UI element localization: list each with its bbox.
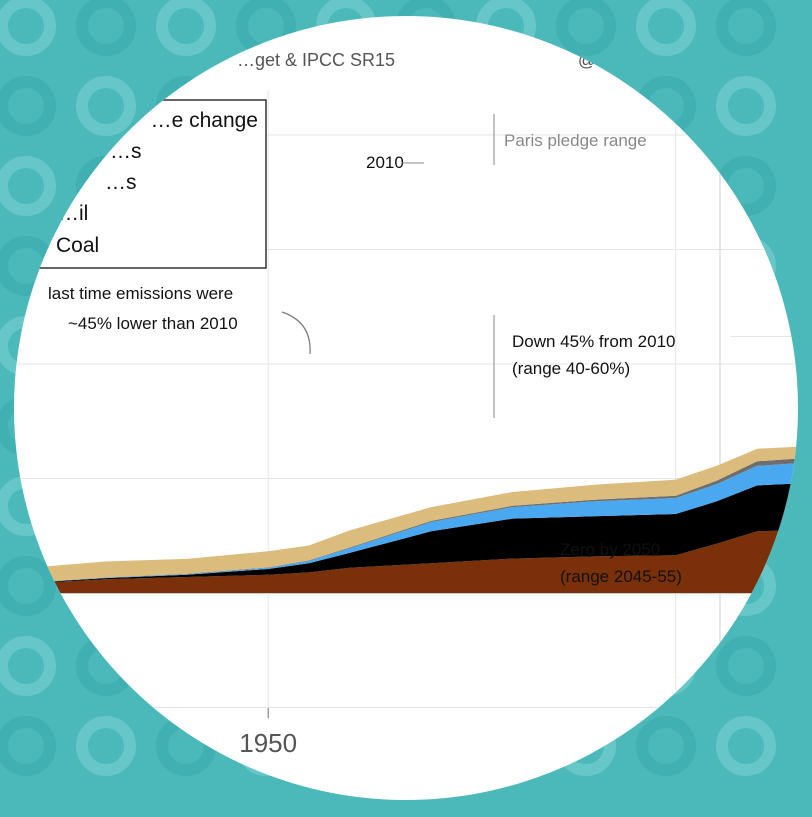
last-time-line-2: ~45% lower than 2010 xyxy=(68,314,238,333)
pattern-ring xyxy=(156,0,216,56)
pattern-ring xyxy=(76,76,136,136)
peak-year-label: 2010 xyxy=(366,153,404,172)
pattern-ring xyxy=(0,0,56,56)
net-zero-pathway-line xyxy=(806,126,812,708)
x-tick-label: 2000 xyxy=(647,728,705,758)
pattern-ring xyxy=(716,0,776,56)
zero-label-2: (range 2045-55) xyxy=(560,567,682,586)
last-time-line-1: last time emissions were xyxy=(48,284,233,303)
area-oil xyxy=(40,483,798,583)
chart-title: …get & IPCC SR15 xyxy=(237,50,395,70)
pattern-ring xyxy=(0,636,56,696)
area-series xyxy=(40,446,798,593)
pattern-ring xyxy=(636,716,696,776)
pattern-ring xyxy=(76,0,136,56)
paris-pledge-label: Paris pledge range xyxy=(504,131,647,150)
pattern-ring xyxy=(0,156,56,216)
pattern-ring xyxy=(76,716,136,776)
legend-item-oil: …il xyxy=(58,202,88,225)
x-tick-label: 16 xyxy=(792,728,812,758)
pattern-ring xyxy=(0,76,56,136)
down45-label-1: Down 45% from 2010 xyxy=(512,332,675,351)
legend-item-gas: …s xyxy=(105,171,137,194)
legend-item-cement: …s xyxy=(110,140,142,163)
down45-label-2: (range 40-60%) xyxy=(512,359,630,378)
pattern-ring xyxy=(556,0,616,56)
chart-credit: @… xyxy=(578,50,614,70)
legend-item-land-use: …e change xyxy=(151,109,258,132)
zero-label-1: Zero by 2050 xyxy=(560,540,660,559)
area-land-use-change xyxy=(40,446,798,582)
pattern-ring xyxy=(716,716,776,776)
last-time-leader xyxy=(281,311,311,355)
legend-item-coal: Coal xyxy=(56,234,99,257)
pattern-ring xyxy=(716,636,776,696)
pattern-ring xyxy=(716,76,776,136)
pattern-ring xyxy=(636,0,696,56)
x-tick-label: 1950 xyxy=(239,728,297,758)
pattern-ring xyxy=(0,716,56,776)
pattern-ring xyxy=(0,556,56,616)
area-coal xyxy=(40,530,798,593)
